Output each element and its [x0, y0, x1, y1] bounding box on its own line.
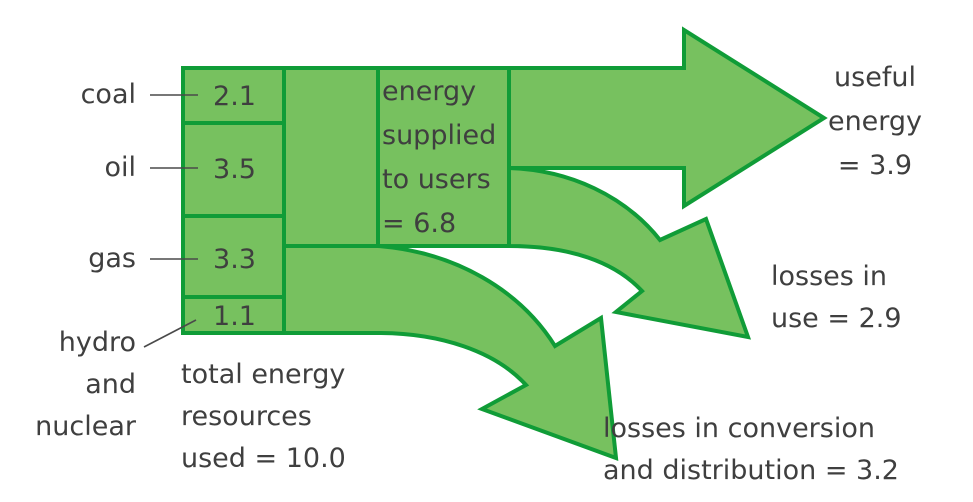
coal-box	[181, 66, 286, 125]
gas-label: gas	[88, 243, 136, 274]
useful-energy-label: useful energy = 3.9	[827, 62, 923, 181]
hydro-nuclear-value: 1.1	[213, 301, 256, 332]
gas-value: 3.3	[213, 244, 256, 275]
energy-supplied-label: energy supplied to users = 6.8	[382, 76, 497, 239]
total-resources-label: total energy resources used = 10.0	[181, 359, 346, 474]
oil-value: 3.5	[213, 154, 256, 185]
losses-conversion-arrow	[282, 244, 619, 461]
useful-energy-arrow	[507, 26, 828, 210]
hydro-leader-line	[143, 319, 197, 348]
energy-supplied-box	[376, 66, 511, 248]
hydro-nuclear-box	[181, 295, 286, 335]
losses-use-arrow	[507, 165, 752, 340]
losses-in-use-label: losses in use = 2.9	[771, 261, 902, 334]
oil-label: oil	[104, 152, 136, 183]
losses-conversion-label: losses in conversion and distribution = …	[603, 413, 899, 486]
coal-label: coal	[80, 79, 136, 110]
gas-box	[181, 214, 286, 299]
coal-value: 2.1	[213, 81, 256, 112]
hydro-nuclear-label: hydro and nuclear	[35, 327, 136, 442]
